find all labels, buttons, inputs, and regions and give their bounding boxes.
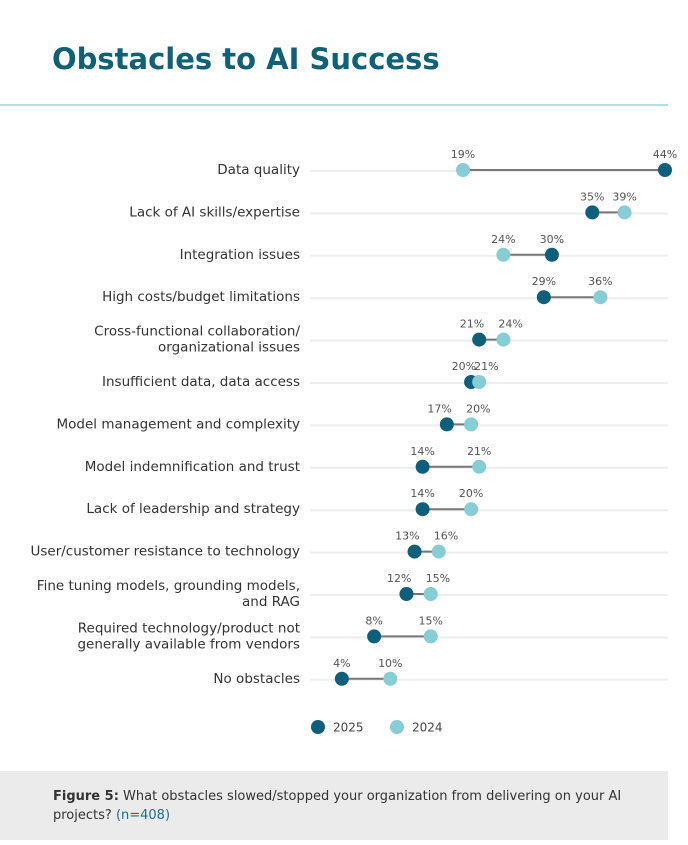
category-label: Fine tuning models, grounding models,	[37, 578, 300, 594]
category-label: Lack of leadership and strategy	[86, 501, 300, 517]
legend-marker	[390, 720, 404, 734]
legend-label: 2025	[333, 721, 364, 735]
dot	[334, 671, 349, 686]
caption-label: Figure 5:	[53, 789, 119, 804]
legend-label: 2024	[412, 721, 443, 735]
value-label: 44%	[653, 148, 677, 161]
dot	[399, 587, 414, 601]
value-label: 14%	[410, 445, 434, 458]
dot	[423, 587, 438, 601]
dot	[472, 332, 487, 347]
value-label: 16%	[434, 530, 458, 543]
category-label: Model management and complexity	[57, 416, 300, 432]
value-label: 14%	[410, 487, 434, 500]
value-label: 17%	[427, 402, 451, 415]
category-label: High costs/budget limitations	[102, 289, 300, 305]
value-label: 24%	[491, 233, 515, 246]
value-label: 4%	[333, 657, 350, 670]
legend-marker	[311, 720, 325, 734]
dot	[472, 459, 487, 474]
value-label: 39%	[612, 190, 636, 203]
value-label: 30%	[540, 233, 564, 246]
dot	[585, 205, 600, 220]
dot	[464, 417, 479, 432]
category-label: generally available from vendors	[77, 636, 300, 652]
dot	[496, 332, 511, 347]
value-label: 21%	[467, 445, 491, 458]
value-label: 21%	[460, 318, 484, 331]
value-label: 20%	[459, 487, 483, 500]
value-label: 20%	[466, 402, 490, 415]
value-label: 35%	[580, 190, 604, 203]
dot	[423, 629, 438, 644]
dot	[439, 417, 454, 432]
value-label: 15%	[418, 614, 442, 627]
dot	[536, 290, 551, 305]
dot	[496, 247, 511, 262]
caption-note: (n=408)	[115, 808, 171, 823]
value-label: 15%	[426, 572, 450, 585]
dot	[367, 629, 382, 644]
dot	[464, 502, 479, 517]
dot	[383, 671, 398, 686]
value-label: 12%	[387, 572, 411, 585]
caption-text: What obstacles slowed/stopped your organ…	[53, 789, 622, 823]
dot	[658, 163, 672, 177]
dot	[472, 375, 487, 389]
value-label: 10%	[378, 657, 402, 670]
dot	[431, 544, 446, 559]
dot	[544, 247, 559, 262]
chart-title: Obstacles to AI Success	[52, 42, 440, 76]
category-label: Integration issues	[180, 247, 300, 263]
category-label: and RAG	[242, 594, 300, 610]
value-label: 13%	[395, 530, 419, 543]
chart: Obstacles to AI Success Data quality 44% 1…	[0, 42, 677, 735]
dot	[617, 205, 632, 220]
category-label: User/customer resistance to technology	[30, 544, 300, 560]
dot	[415, 502, 430, 517]
category-label: Model indemnification and trust	[85, 459, 300, 475]
dot	[407, 544, 422, 559]
category-label: organizational issues	[158, 340, 300, 356]
dot	[593, 290, 608, 305]
category-label: Insufficient data, data access	[102, 374, 300, 390]
category-label: Data quality	[217, 162, 300, 178]
dot	[456, 163, 471, 177]
value-label: 24%	[498, 318, 522, 331]
category-label: Cross-functional collaboration/	[94, 324, 300, 340]
category-label: Lack of AI skills/expertise	[129, 204, 300, 220]
category-label: No obstacles	[213, 671, 300, 687]
category-label: Required technology/product not	[78, 620, 300, 636]
value-label: 36%	[588, 275, 612, 288]
value-label: 20%	[452, 360, 476, 373]
value-label: 21%	[474, 360, 498, 373]
caption: Figure 5: What obstacles slowed/stopped …	[0, 771, 668, 840]
value-label: 19%	[451, 148, 475, 161]
value-label: 29%	[532, 275, 556, 288]
dot	[415, 459, 430, 474]
value-label: 8%	[365, 614, 382, 627]
